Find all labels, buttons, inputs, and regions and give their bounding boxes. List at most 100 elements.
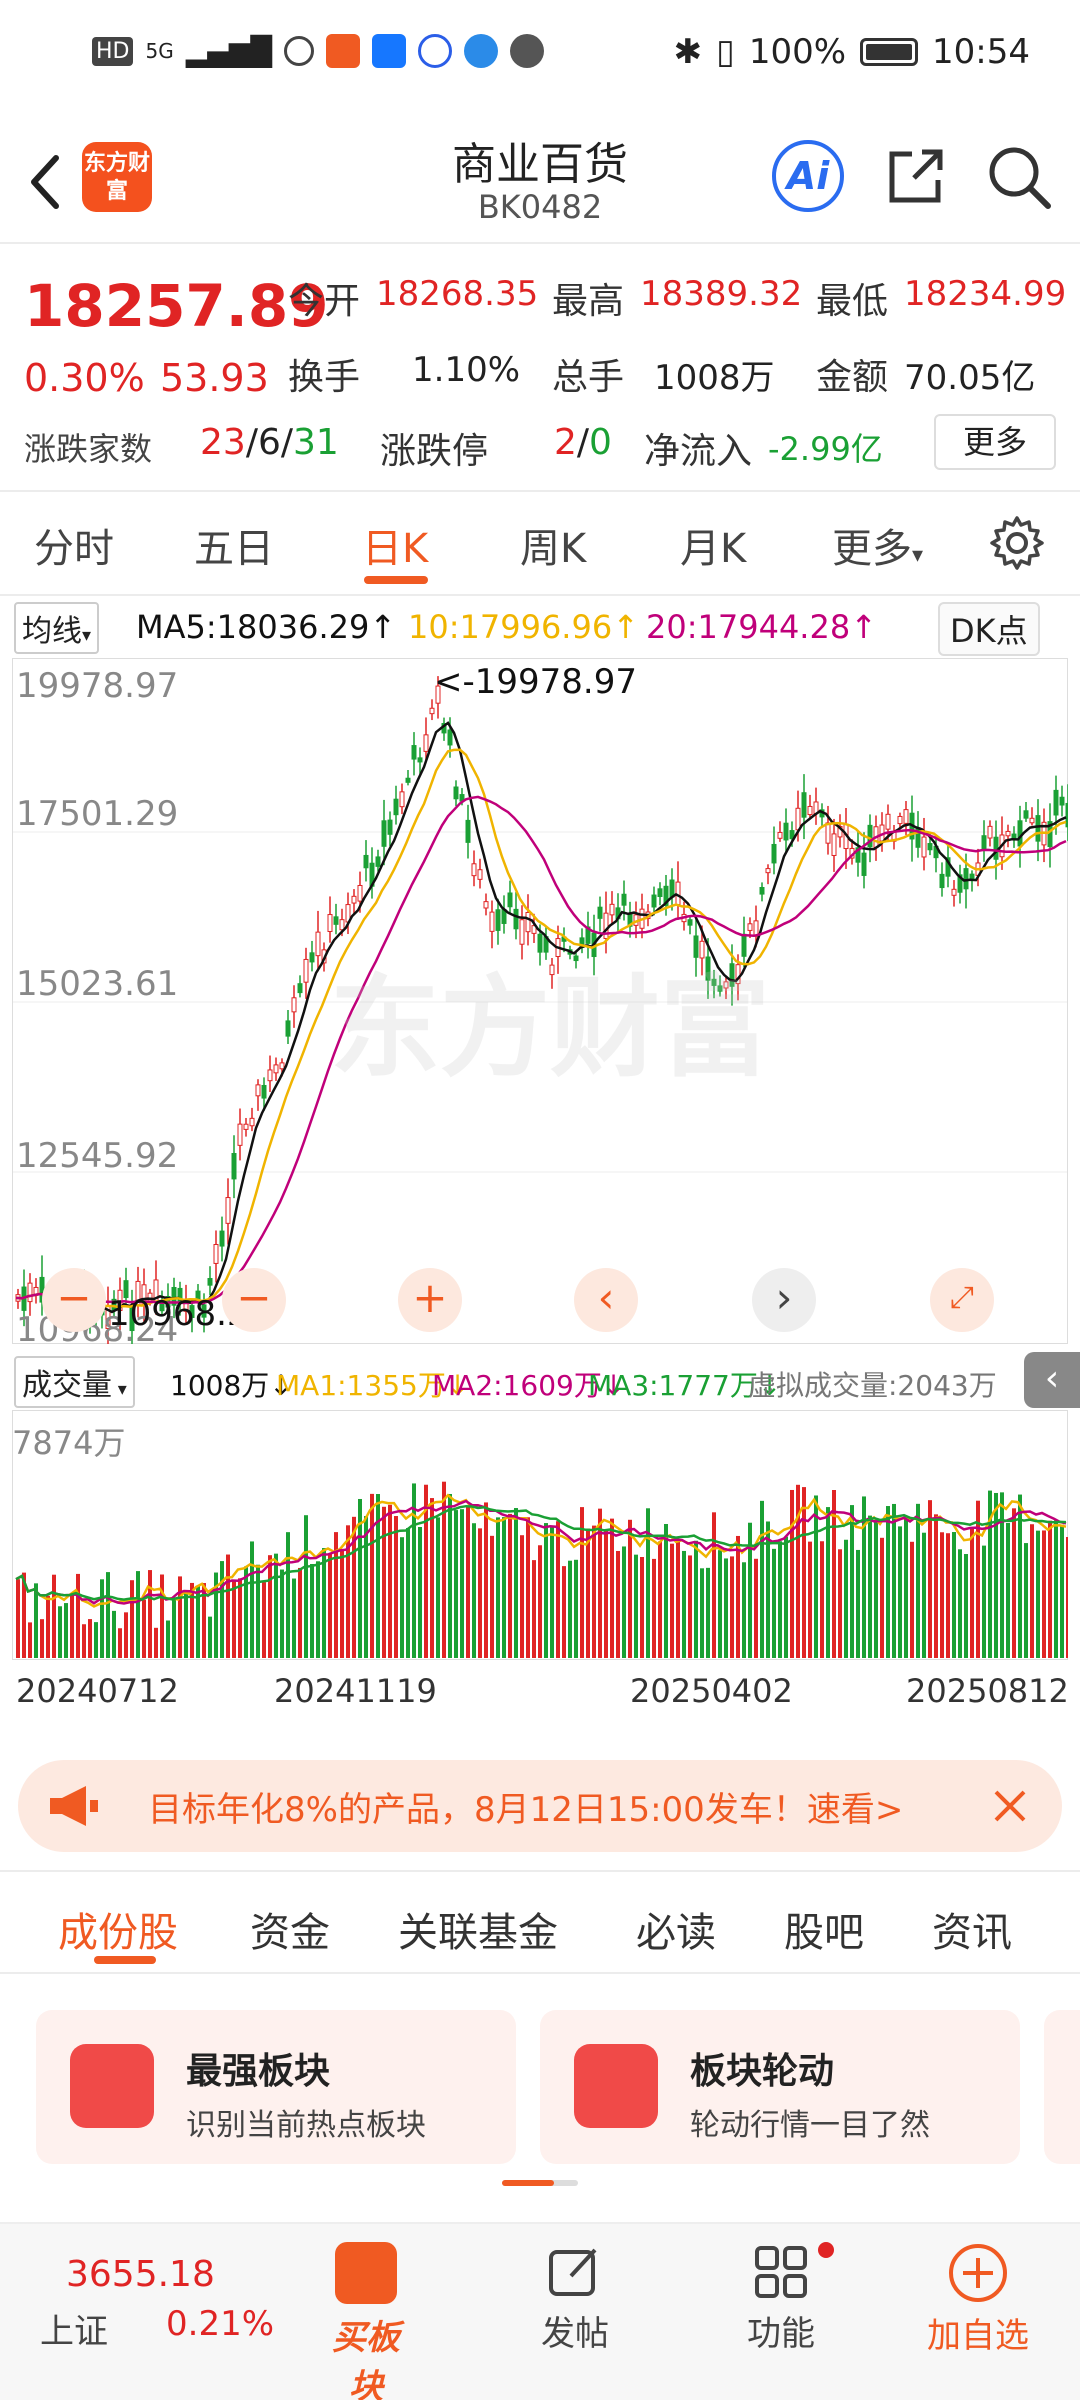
candle-body bbox=[951, 888, 957, 896]
ma-selector[interactable]: 均线▾ bbox=[14, 602, 100, 654]
tab-monthly-k[interactable]: 月K bbox=[680, 526, 747, 572]
volume-bar bbox=[850, 1505, 854, 1658]
search-icon[interactable] bbox=[986, 144, 1052, 210]
volume-bar bbox=[988, 1490, 992, 1658]
candle-body bbox=[465, 819, 471, 843]
index-percent[interactable]: 0.21% bbox=[166, 2304, 275, 2344]
function-button[interactable]: 功能 bbox=[736, 2242, 834, 2355]
volume-bar bbox=[244, 1566, 248, 1658]
volume-bar bbox=[52, 1574, 56, 1658]
volume-bar bbox=[238, 1578, 242, 1658]
tab-funds-flow[interactable]: 资金 bbox=[250, 1910, 330, 1956]
kline-chart[interactable]: 东方财富 19978.97 17501.29 15023.61 12545.92… bbox=[12, 658, 1071, 1350]
dk-point-button[interactable]: DK点 bbox=[938, 602, 1040, 656]
signal-icon: ▂▄▆█ bbox=[185, 34, 272, 68]
candle-body bbox=[801, 792, 807, 818]
tab-news[interactable]: 资讯 bbox=[932, 1910, 1012, 1956]
baidu-icon bbox=[417, 34, 452, 68]
volume-bar bbox=[586, 1528, 590, 1658]
volume-bar bbox=[22, 1572, 26, 1658]
volume-selector[interactable]: 成交量 ▾ bbox=[14, 1356, 135, 1408]
app-logo[interactable]: 东方财富 bbox=[82, 142, 152, 212]
volume-chart[interactable]: 7874万 bbox=[12, 1410, 1070, 1660]
candle-body bbox=[723, 981, 729, 989]
tab-more[interactable]: 更多▾ bbox=[832, 516, 923, 574]
ma-line bbox=[15, 795, 1067, 1305]
volume-bar bbox=[646, 1508, 650, 1658]
volume-bar bbox=[418, 1527, 422, 1658]
active-tab-indicator bbox=[364, 576, 428, 584]
date-axis: 20240712 20241119 20250402 20250812 bbox=[0, 1672, 1080, 1720]
chevron-right-icon[interactable]: › bbox=[752, 1268, 816, 1332]
volume-bar bbox=[448, 1493, 452, 1658]
index-value[interactable]: 3655.18 bbox=[66, 2254, 215, 2295]
candle-body bbox=[279, 1062, 285, 1070]
gear-icon[interactable] bbox=[988, 514, 1046, 572]
candle-body bbox=[603, 912, 609, 939]
volume-bar bbox=[544, 1523, 548, 1658]
ma-selector-label: 均线 bbox=[22, 614, 82, 649]
volume-bar bbox=[364, 1516, 368, 1658]
buy-sector-icon bbox=[335, 2242, 397, 2304]
back-icon[interactable] bbox=[22, 152, 70, 212]
candle-body bbox=[927, 843, 933, 851]
post-button[interactable]: 发帖 bbox=[530, 2242, 620, 2355]
volume-bar bbox=[250, 1541, 254, 1658]
volume-bar bbox=[946, 1533, 950, 1658]
volume-bar bbox=[232, 1581, 236, 1658]
volume-bar bbox=[388, 1504, 392, 1658]
candle-body bbox=[573, 955, 579, 962]
tab-five-day[interactable]: 五日 bbox=[194, 526, 274, 572]
zoom-out-icon-2[interactable]: − bbox=[222, 1268, 286, 1332]
quote-divider bbox=[0, 490, 1080, 492]
fullscreen-icon[interactable]: ⤢ bbox=[930, 1268, 994, 1332]
promo-banner[interactable]: 目标年化8%的产品，8月12日15:00发车！速看> bbox=[18, 1760, 1062, 1852]
share-icon[interactable] bbox=[884, 144, 948, 208]
tab-forum[interactable]: 股吧 bbox=[784, 1910, 864, 1956]
zoom-out-icon[interactable]: − bbox=[42, 1268, 106, 1332]
tab-intraday[interactable]: 分时 bbox=[34, 526, 114, 572]
volume-bar bbox=[382, 1506, 386, 1658]
ai-assistant-icon[interactable]: Ai bbox=[772, 140, 844, 212]
volume-bar bbox=[442, 1481, 446, 1658]
high-label: 最高 bbox=[552, 281, 625, 322]
card-strongest-sector[interactable]: 最强板块 识别当前热点板块 bbox=[36, 2010, 516, 2164]
chevron-down-icon: ▾ bbox=[912, 543, 924, 568]
add-watchlist-button[interactable]: 加自选 bbox=[918, 2242, 1038, 2357]
volume-bar bbox=[100, 1579, 104, 1658]
volume-bar bbox=[658, 1541, 662, 1658]
candle-body bbox=[267, 1069, 273, 1082]
volume-bar bbox=[184, 1591, 188, 1658]
volume-bar bbox=[862, 1496, 866, 1658]
card-partial[interactable] bbox=[1044, 2010, 1080, 2164]
volume-bar bbox=[268, 1555, 272, 1658]
plus-icon[interactable]: + bbox=[398, 1268, 462, 1332]
tab-constituents[interactable]: 成份股 bbox=[58, 1910, 178, 1956]
candle-body bbox=[939, 873, 945, 889]
candle-body bbox=[1059, 796, 1065, 806]
tab-daily-k[interactable]: 日K bbox=[362, 526, 429, 572]
volume-bar bbox=[154, 1627, 158, 1658]
chevron-left-icon[interactable]: ‹ bbox=[574, 1268, 638, 1332]
buy-sector-button[interactable]: 买板块 bbox=[316, 2242, 416, 2400]
close-icon[interactable] bbox=[990, 1786, 1030, 1826]
card-sector-rotation[interactable]: 板块轮动 轮动行情一目了然 bbox=[540, 2010, 1020, 2164]
limit-down-count: 0 bbox=[589, 422, 612, 463]
volume-bar bbox=[820, 1541, 824, 1658]
tab-related-funds[interactable]: 关联基金 bbox=[398, 1910, 558, 1956]
price-axis-2: 17501.29 bbox=[16, 794, 179, 834]
collapse-panel-icon[interactable]: ‹ bbox=[1024, 1352, 1080, 1408]
signal-label: 5G bbox=[145, 39, 174, 63]
candle-body bbox=[717, 985, 723, 992]
volume-bar bbox=[832, 1490, 836, 1658]
volume-bar bbox=[796, 1484, 800, 1658]
candle-body bbox=[435, 685, 441, 704]
tab-must-read[interactable]: 必读 bbox=[636, 1910, 716, 1956]
more-quote-button[interactable]: 更多 bbox=[934, 414, 1056, 470]
volume-bar bbox=[172, 1598, 176, 1658]
limit-up-count: 2 bbox=[554, 422, 577, 463]
candle-body bbox=[855, 847, 861, 863]
volume-bar bbox=[58, 1606, 62, 1658]
tab-weekly-k[interactable]: 周K bbox=[520, 526, 587, 572]
index-name[interactable]: 上证 bbox=[40, 2312, 108, 2352]
